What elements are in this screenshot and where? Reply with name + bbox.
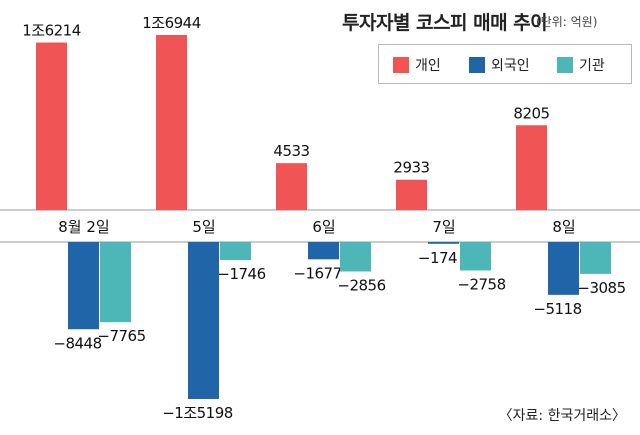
value-label-institution-3: −2758 — [457, 275, 505, 293]
category-label-3: 7일 — [432, 218, 455, 236]
value-label-foreigner-1: −1조5198 — [162, 404, 233, 422]
value-label-institution-0: −7765 — [97, 327, 145, 345]
category-label-1: 5일 — [192, 218, 215, 236]
bar-foreigner-1 — [188, 242, 219, 399]
bar-foreigner-4 — [548, 242, 579, 295]
bar-foreigner-3 — [428, 242, 459, 244]
source-note: 〈자료: 한국거래소〉 — [498, 408, 626, 424]
legend-swatch-foreigner — [469, 57, 485, 73]
unit-label: (단위: 억원) — [536, 15, 598, 29]
legend-swatch-individual — [393, 57, 409, 73]
legend-swatch-institution — [557, 57, 573, 73]
chart-title: 투자자별 코스피 매매 추이 — [342, 12, 548, 34]
value-label-individual-2: 4533 — [273, 142, 309, 160]
bar-institution-2 — [340, 242, 371, 272]
bar-individual-4 — [516, 125, 547, 210]
category-label-2: 6일 — [312, 218, 335, 236]
legend-item-foreigner: 외국인 — [469, 55, 530, 75]
legend-item-institution: 기관 — [557, 55, 605, 75]
legend-label-foreigner: 외국인 — [491, 58, 530, 74]
value-label-individual-3: 2933 — [393, 159, 429, 177]
value-label-institution-1: −1746 — [217, 265, 265, 283]
bar-foreigner-0 — [68, 242, 99, 330]
legend-label-institution: 기관 — [579, 58, 605, 74]
value-label-individual-4: 8205 — [513, 104, 549, 122]
bar-institution-4 — [580, 242, 611, 274]
value-label-foreigner-2: −1677 — [293, 264, 341, 282]
category-label-0: 8월 2일 — [58, 218, 109, 236]
bar-individual-3 — [396, 179, 427, 210]
legend-item-individual: 개인 — [393, 55, 441, 75]
legend-label-individual: 개인 — [415, 58, 441, 74]
bar-individual-1 — [156, 35, 187, 210]
bar-institution-0 — [100, 242, 131, 323]
value-label-institution-2: −2856 — [337, 276, 385, 294]
bar-institution-1 — [220, 242, 251, 261]
value-label-foreigner-4: −5118 — [533, 300, 581, 318]
legend: 개인 외국인 기관 — [378, 44, 632, 84]
value-label-individual-1: 1조6944 — [142, 14, 201, 32]
value-label-individual-0: 1조6214 — [22, 22, 81, 40]
bar-institution-3 — [460, 242, 491, 271]
category-label-4: 8일 — [552, 218, 575, 236]
bar-individual-0 — [36, 42, 67, 210]
bar-individual-2 — [276, 163, 307, 210]
value-label-foreigner-0: −8448 — [53, 334, 101, 352]
value-label-foreigner-3: −174 — [418, 249, 457, 267]
bar-foreigner-2 — [308, 242, 339, 260]
value-label-institution-4: −3085 — [577, 279, 625, 297]
